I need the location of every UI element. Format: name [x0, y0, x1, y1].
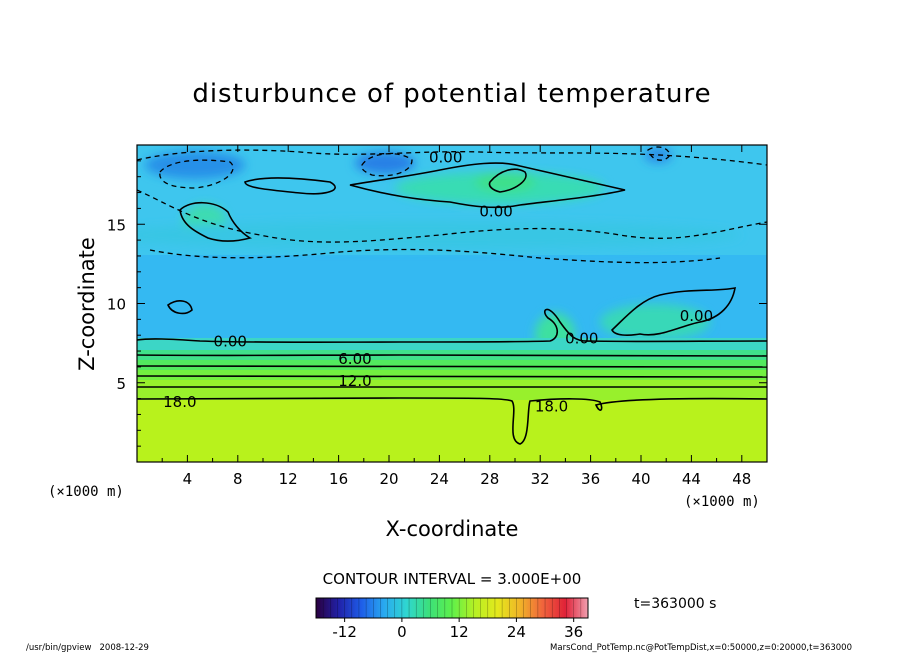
- x-tick-label: 8: [233, 470, 243, 488]
- contour-0-right-blob: [611, 286, 736, 336]
- x-tick-label: 4: [183, 470, 193, 488]
- contour-neg3-left: [159, 159, 234, 189]
- x-tick-label: 24: [430, 470, 449, 488]
- plot-area: 0.00 0.00 0.00 0.00 0.00 6.00 12.0 18.0 18.0: [137, 145, 767, 462]
- chart-title: disturbunce of potential temperature: [192, 79, 711, 109]
- contour-label: 0.00: [429, 149, 462, 167]
- colorbar-tick-label: 12: [450, 623, 469, 641]
- footer-left: /usr/bin/gpview 2008-12-29: [26, 643, 149, 653]
- contour-label: 0.00: [680, 307, 713, 325]
- blob-warm-right: [600, 304, 710, 340]
- field-layer-9: [137, 360, 767, 370]
- x-axis: 4 8 12 16 20 24 28 32 36 40 44 48: [161, 145, 751, 488]
- x-tick-label: 16: [329, 470, 348, 488]
- contour-neg3-mid: [360, 153, 413, 177]
- contour-18-line: [137, 397, 767, 445]
- contour-label: 18.0: [535, 398, 568, 416]
- contour-label: 18.0: [163, 393, 196, 411]
- contour-label: 0.00: [565, 329, 598, 347]
- y-tick-label: 10: [107, 296, 126, 314]
- blob-cool-right: [644, 147, 672, 163]
- field-layer-18: [137, 400, 767, 462]
- x-tick-label: 20: [379, 470, 398, 488]
- footer-right: MarsCond_PotTemp.nc@PotTempDist,x=0:5000…: [550, 643, 852, 653]
- colorbar-ticks: -12 0 12 24 36: [332, 618, 583, 641]
- colorbar: -12 0 12 24 36: [315, 597, 589, 641]
- contour-label: 0.00: [214, 333, 247, 351]
- contour-label: 0.00: [479, 203, 512, 221]
- contour-neg-mid-wave: [137, 189, 767, 243]
- time-label: t=363000 s: [634, 596, 716, 612]
- contour-lines: [137, 162, 767, 445]
- field-layer-12: [137, 370, 767, 380]
- y-axis-unit: (×1000 m): [684, 494, 760, 510]
- x-tick-label: 28: [480, 470, 499, 488]
- colorbar-tick-label: 36: [564, 623, 583, 641]
- contour-neg3-right: [647, 146, 671, 161]
- blob-cool-left: [145, 151, 245, 179]
- contour-0-top-left: [244, 177, 336, 195]
- x-tick-label: 44: [682, 470, 701, 488]
- contour-3-top-core: [488, 168, 527, 193]
- contour-neg-lower-wave: [149, 248, 721, 264]
- contour-0-left-lower: [167, 300, 193, 315]
- field-layer-15: [137, 380, 767, 400]
- contour-12-line: [137, 375, 767, 378]
- contour-6-line: [137, 354, 767, 357]
- blob-teal-band: [137, 221, 740, 249]
- y-axis-label: Z-coordinate: [75, 237, 99, 371]
- x-tick-label: 48: [732, 470, 751, 488]
- contour-0-line: [137, 308, 767, 344]
- contour-negative: [137, 146, 767, 264]
- contour-neg-upper-wave: [137, 149, 767, 166]
- x-tick-label: 32: [531, 470, 550, 488]
- x-axis-label: X-coordinate: [386, 517, 519, 541]
- x-tick-label: 36: [581, 470, 600, 488]
- contour-0-top-mid: [349, 162, 626, 209]
- colorbar-tick-label: -12: [332, 623, 357, 641]
- x-axis-unit: (×1000 m): [48, 484, 124, 500]
- x-tick-label: 12: [279, 470, 298, 488]
- contour-label: 12.0: [338, 372, 371, 390]
- x-tick-label: 40: [631, 470, 650, 488]
- contour-interval-label: CONTOUR INTERVAL = 3.000E+00: [323, 570, 582, 588]
- colorbar-frame: [315, 597, 589, 619]
- contour-labels: 0.00 0.00 0.00 0.00 0.00 6.00 12.0 18.0 18.0: [163, 149, 713, 416]
- y-axis: 5 10 15: [107, 160, 767, 447]
- field-warm-intrusion: [512, 400, 530, 444]
- colorbar-tick-label: 24: [507, 623, 526, 641]
- contour-0-left-blob: [179, 201, 253, 242]
- contour-9-line: [137, 365, 767, 368]
- y-tick-label: 15: [107, 216, 126, 234]
- colorbar-tick-label: 0: [397, 623, 407, 641]
- contour-label: 6.00: [338, 350, 371, 368]
- y-tick-label: 5: [116, 375, 126, 393]
